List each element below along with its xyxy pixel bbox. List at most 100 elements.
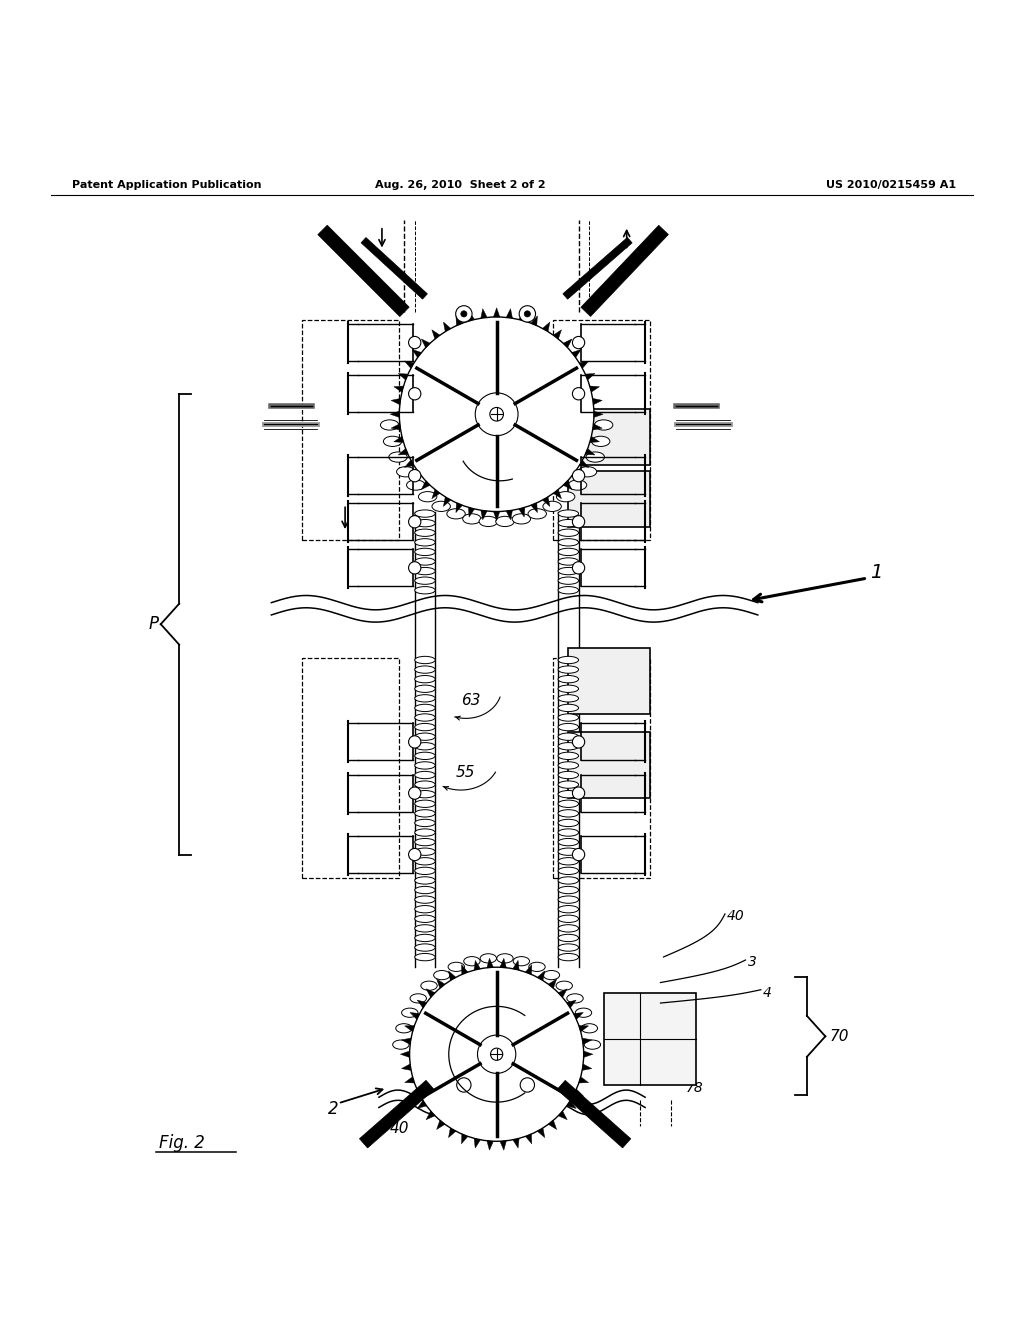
Ellipse shape [558, 906, 579, 913]
Ellipse shape [558, 838, 579, 846]
Ellipse shape [558, 705, 579, 711]
Ellipse shape [558, 896, 579, 903]
Polygon shape [417, 1001, 427, 1008]
Circle shape [524, 310, 530, 317]
Circle shape [461, 310, 467, 317]
Ellipse shape [558, 915, 579, 923]
Text: 87: 87 [503, 458, 523, 473]
Bar [302, 319, 399, 540]
Circle shape [572, 470, 585, 482]
Ellipse shape [513, 957, 529, 966]
Polygon shape [590, 385, 599, 392]
Polygon shape [462, 965, 468, 974]
Ellipse shape [381, 420, 399, 430]
Ellipse shape [558, 743, 579, 750]
Polygon shape [563, 339, 572, 347]
Ellipse shape [558, 771, 579, 779]
Ellipse shape [415, 586, 435, 594]
Circle shape [490, 1048, 503, 1060]
Polygon shape [581, 226, 669, 317]
Polygon shape [579, 1077, 589, 1082]
Polygon shape [538, 1127, 545, 1138]
Polygon shape [474, 961, 480, 970]
Circle shape [489, 408, 504, 421]
Text: 78: 78 [686, 1081, 703, 1096]
Polygon shape [500, 958, 507, 968]
Bar [568, 409, 650, 466]
Text: 70: 70 [829, 1028, 849, 1044]
Polygon shape [583, 1038, 592, 1044]
Polygon shape [401, 1038, 411, 1044]
Ellipse shape [415, 800, 435, 808]
Ellipse shape [446, 508, 465, 519]
Ellipse shape [558, 762, 579, 770]
Polygon shape [410, 1012, 420, 1019]
Polygon shape [580, 360, 589, 368]
Ellipse shape [415, 809, 435, 817]
Polygon shape [543, 322, 550, 331]
Polygon shape [481, 511, 487, 520]
Ellipse shape [410, 994, 426, 1003]
Circle shape [409, 516, 421, 528]
Ellipse shape [415, 925, 435, 932]
Ellipse shape [415, 781, 435, 788]
Ellipse shape [480, 954, 497, 964]
Polygon shape [593, 399, 602, 405]
Text: 77: 77 [666, 1063, 683, 1077]
Circle shape [409, 735, 421, 748]
Polygon shape [506, 511, 512, 520]
Polygon shape [449, 1127, 456, 1138]
Polygon shape [404, 1026, 415, 1032]
Polygon shape [593, 424, 602, 430]
Ellipse shape [567, 994, 584, 1003]
Circle shape [409, 787, 421, 800]
Ellipse shape [415, 733, 435, 741]
Ellipse shape [415, 847, 435, 855]
Polygon shape [417, 1101, 427, 1109]
Polygon shape [563, 480, 572, 490]
Polygon shape [398, 374, 408, 380]
Ellipse shape [415, 829, 435, 836]
Ellipse shape [415, 886, 435, 894]
Ellipse shape [568, 480, 587, 490]
Polygon shape [530, 503, 538, 512]
Circle shape [572, 337, 585, 348]
Text: 1: 1 [870, 564, 883, 582]
Polygon shape [573, 1089, 584, 1096]
Polygon shape [486, 1140, 494, 1150]
Ellipse shape [415, 548, 435, 556]
Ellipse shape [497, 954, 513, 964]
Polygon shape [456, 503, 463, 512]
Polygon shape [474, 1138, 480, 1148]
Text: 40: 40 [727, 909, 744, 923]
Polygon shape [394, 437, 403, 442]
Polygon shape [432, 330, 440, 339]
Circle shape [456, 306, 472, 322]
Ellipse shape [383, 436, 401, 446]
Ellipse shape [558, 886, 579, 894]
Polygon shape [558, 1111, 567, 1119]
Ellipse shape [558, 656, 579, 664]
Ellipse shape [415, 577, 435, 585]
Polygon shape [443, 496, 451, 507]
Polygon shape [359, 1080, 434, 1148]
Polygon shape [421, 339, 430, 347]
Text: P: P [148, 615, 159, 634]
Polygon shape [580, 461, 589, 467]
Polygon shape [412, 350, 422, 358]
Ellipse shape [558, 577, 579, 585]
Ellipse shape [543, 502, 561, 511]
Circle shape [520, 1078, 535, 1092]
Polygon shape [317, 226, 410, 317]
Bar [553, 657, 650, 878]
Ellipse shape [594, 420, 612, 430]
Polygon shape [513, 961, 519, 970]
Polygon shape [543, 496, 550, 507]
Ellipse shape [449, 962, 465, 972]
Ellipse shape [558, 568, 579, 574]
Polygon shape [426, 1111, 435, 1119]
Ellipse shape [558, 781, 579, 788]
Polygon shape [404, 1077, 415, 1082]
Circle shape [572, 562, 585, 574]
Polygon shape [506, 309, 512, 318]
